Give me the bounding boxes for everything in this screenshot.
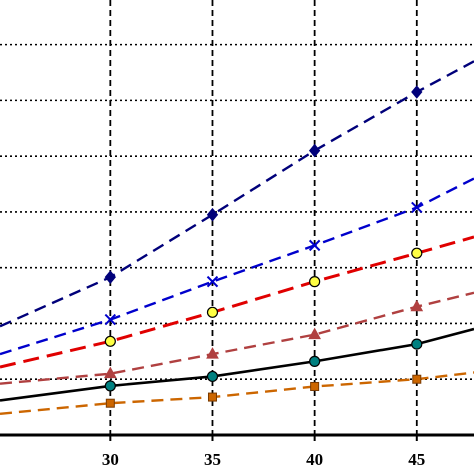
series-2 (0, 235, 474, 369)
x-axis: 30 35 40 45 (102, 435, 425, 469)
series-line-2 (0, 235, 474, 369)
x-tick-label-2: 40 (306, 450, 323, 469)
data-point-2-40 (309, 276, 321, 288)
data-point-0-40 (308, 143, 321, 158)
data-point-5-35 (207, 392, 217, 402)
series-4 (0, 327, 474, 402)
data-point-2-45 (411, 247, 423, 259)
data-point-2-30 (104, 335, 116, 347)
data-point-3-40 (308, 327, 321, 340)
series-line-3 (0, 291, 474, 385)
data-point-0-45 (411, 85, 423, 99)
series-line-4 (0, 327, 474, 402)
data-point-5-30 (105, 398, 115, 408)
data-point-1-30 (104, 313, 117, 326)
series-line-0 (0, 60, 474, 328)
x-tick-label-0: 30 (102, 450, 119, 469)
data-point-4-40 (309, 355, 321, 367)
data-point-1-40 (308, 239, 321, 252)
data-point-4-35 (206, 370, 219, 383)
series-3 (0, 291, 474, 385)
data-point-4-45 (411, 338, 423, 350)
series-1 (0, 177, 474, 356)
series-line-1 (0, 177, 474, 356)
x-tick-label-3: 45 (408, 450, 425, 469)
data-point-3-35 (206, 347, 219, 359)
series-0 (0, 60, 474, 328)
data-point-1-45-b (411, 201, 423, 214)
data-point-3-30 (103, 366, 117, 379)
series-5 (0, 371, 474, 415)
series-line-5 (0, 371, 474, 415)
data-point-1-35 (206, 275, 219, 288)
series-group (0, 60, 474, 415)
data-point-1-35-b (206, 275, 219, 288)
data-point-1-40-b (308, 239, 321, 252)
x-tick-label-1: 35 (204, 450, 221, 469)
data-point-1-30-b (104, 313, 117, 326)
data-point-3-45 (410, 299, 424, 312)
data-point-0-35 (206, 207, 219, 222)
data-point-5-45 (412, 374, 422, 384)
data-point-4-30 (104, 380, 116, 392)
gridlines (0, 0, 474, 435)
data-point-2-35 (206, 306, 219, 318)
data-point-1-45 (411, 201, 423, 214)
data-point-0-30 (104, 270, 116, 284)
data-point-5-40 (310, 381, 320, 391)
